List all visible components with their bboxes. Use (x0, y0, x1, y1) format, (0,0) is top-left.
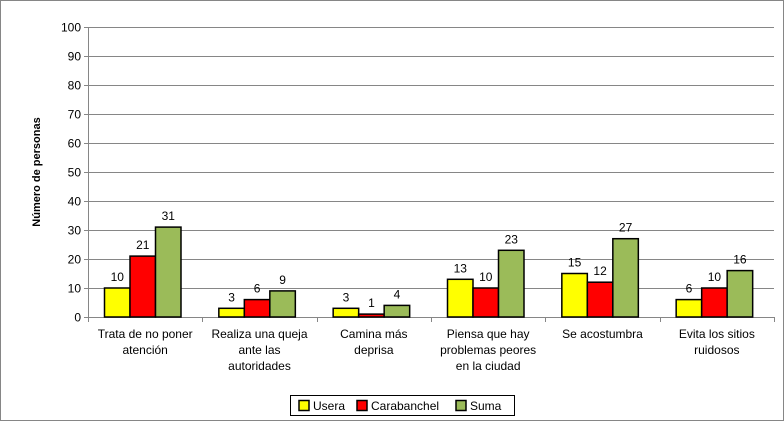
y-tick-label: 90 (68, 50, 82, 64)
bar-suma (726, 269, 754, 318)
data-label: 31 (162, 209, 176, 223)
data-label: 21 (136, 238, 150, 252)
x-category-label: Trata de no poner atención (98, 327, 193, 357)
data-label: 15 (568, 256, 582, 270)
bar-carabanchel (129, 255, 157, 318)
data-label: 10 (111, 270, 125, 284)
x-category-label: Piensa que hay problemas peores en la ciud… (440, 327, 536, 373)
bar-carabanchel (357, 313, 385, 318)
bar-suma (497, 249, 525, 318)
bar-carabanchel (700, 287, 728, 318)
data-label: 6 (254, 282, 261, 296)
data-label: 6 (686, 282, 693, 296)
data-label: 4 (394, 287, 401, 301)
data-label: 16 (733, 253, 747, 267)
legend: Usera Carabanchel Suma (290, 395, 515, 416)
bar-suma (154, 226, 182, 318)
gridlines (84, 27, 775, 322)
legend-swatch-suma (455, 399, 467, 412)
bars (103, 226, 754, 318)
bar-usera (218, 307, 246, 318)
bar-carabanchel (243, 298, 271, 318)
x-category-label: Se acostumbra (562, 327, 643, 341)
data-label: 10 (479, 270, 493, 284)
legend-swatch-carabanchel (356, 399, 368, 412)
bar-usera (103, 287, 131, 318)
x-category-label: Camina más deprisa (340, 327, 407, 357)
y-tick-label: 70 (68, 108, 82, 122)
bar-usera (561, 272, 589, 318)
y-tick-label: 50 (68, 166, 82, 180)
y-tick-label: 80 (68, 79, 82, 93)
legend-label-suma: Suma (470, 399, 502, 413)
bar-usera (446, 278, 474, 318)
data-label: 10 (708, 270, 722, 284)
bar-usera (675, 298, 703, 318)
y-axis-label: Número de personas (31, 117, 43, 226)
data-label: 1 (368, 296, 375, 310)
y-tick-label: 20 (68, 253, 82, 267)
legend-label-usera: Usera (313, 399, 345, 413)
data-label: 27 (619, 221, 633, 235)
y-tick-label: 30 (68, 224, 82, 238)
data-label: 9 (279, 273, 286, 287)
bar-suma (269, 290, 297, 318)
y-tick-label: 10 (68, 282, 82, 296)
legend-label-carabanchel: Carabanchel (371, 399, 439, 413)
y-tick-label: 0 (74, 311, 81, 325)
data-label: 3 (343, 290, 350, 304)
bar-usera (332, 307, 360, 318)
x-category-label: Evita los sitios ruidosos (679, 327, 755, 357)
bar-suma (612, 237, 640, 318)
x-axis-categories: Trata de no poner atención Realiza una que… (98, 327, 755, 373)
legend-swatch-usera (298, 399, 310, 412)
y-tick-label: 40 (68, 195, 82, 209)
y-axis-ticks: 0 10 20 30 40 50 60 70 80 90 100 (61, 21, 81, 325)
bar-suma (383, 304, 411, 318)
x-category-label: Realiza una queja ante las autoridades (211, 327, 307, 373)
data-label: 3 (228, 290, 235, 304)
data-label: 12 (593, 264, 607, 278)
data-label: 23 (505, 232, 519, 246)
bar-carabanchel (472, 287, 500, 318)
data-label: 13 (454, 261, 468, 275)
bar-carabanchel (586, 281, 614, 318)
y-tick-label: 60 (68, 137, 82, 151)
y-tick-label: 100 (61, 21, 81, 35)
